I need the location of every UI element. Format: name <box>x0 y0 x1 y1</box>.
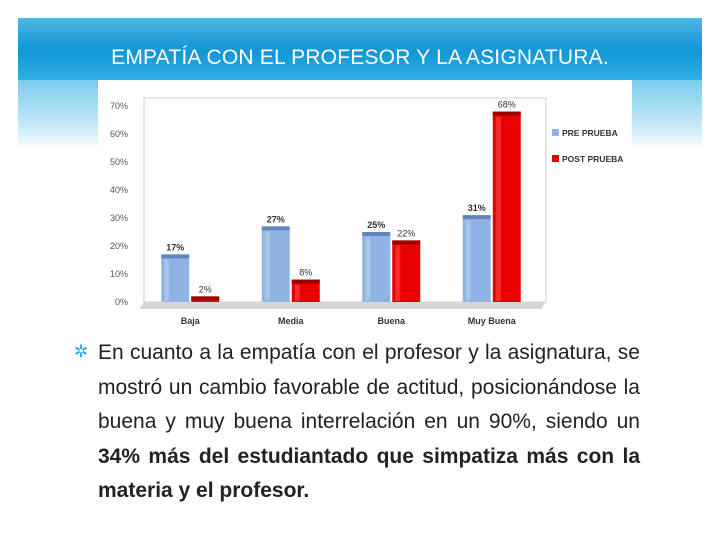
bullet-plain-text: En cuanto a la empatía con el profesor y… <box>98 341 640 433</box>
bullet-paragraph: En cuanto a la empatía con el profesor y… <box>74 336 640 509</box>
y-tick-label: 0% <box>115 297 128 307</box>
legend-label: POST PRUEBA <box>562 154 623 164</box>
bar-highlight <box>264 231 270 301</box>
x-category-label: Muy Buena <box>468 316 517 326</box>
x-category-label: Media <box>278 316 305 326</box>
title-shine <box>18 18 702 44</box>
data-label: 17% <box>166 242 184 252</box>
y-tick-label: 10% <box>110 269 128 279</box>
bar-top-cap <box>261 226 290 231</box>
bullet-body: En cuanto a la empatía con el profesor y… <box>74 336 640 509</box>
bar-top-cap <box>462 215 491 220</box>
data-label: 22% <box>397 228 415 238</box>
bar-highlight <box>365 237 371 301</box>
bar-chart: 0% 10% 20% 30% 40% 50% 60% 70% Baja 17% 2% Media 27%… <box>98 80 632 330</box>
y-tick-label: 20% <box>110 241 128 251</box>
data-label: 68% <box>498 100 516 110</box>
y-tick-label: 60% <box>110 129 128 139</box>
chart-floor <box>140 302 546 308</box>
bar-top-cap <box>492 111 521 116</box>
x-category-label: Baja <box>181 316 201 326</box>
y-tick-label: 40% <box>110 185 128 195</box>
bar-highlight <box>465 220 471 301</box>
bar-highlight <box>164 259 170 301</box>
bar-top-cap <box>362 232 391 236</box>
bar-top-cap <box>392 240 421 245</box>
star-icon: ✲ <box>74 342 89 361</box>
bar-highlight <box>294 284 300 301</box>
bar-top-cap <box>291 279 320 284</box>
data-label: 2% <box>199 284 212 294</box>
legend-label: PRE PRUEBA <box>562 128 618 138</box>
y-tick-label: 50% <box>110 157 128 167</box>
y-tick-label: 70% <box>110 101 128 111</box>
bullet-bold-text: 34% más del estudiantado que simpatiza m… <box>98 444 640 503</box>
data-label: 27% <box>267 214 285 224</box>
title-band: EMPATÍA CON EL PROFESOR Y LA ASIGNATURA. <box>18 18 702 80</box>
bar-top-cap <box>161 254 190 259</box>
bar-highlight <box>395 245 401 301</box>
x-category-label: Buena <box>377 316 406 326</box>
bar-chart-svg: 0% 10% 20% 30% 40% 50% 60% 70% Baja 17% 2% Media 27%… <box>110 97 623 326</box>
data-label: 31% <box>468 203 486 213</box>
right-gradient-band <box>632 80 702 150</box>
slide-title: EMPATÍA CON EL PROFESOR Y LA ASIGNATURA. <box>111 46 609 69</box>
y-tick-label: 30% <box>110 213 128 223</box>
left-gradient-band <box>18 80 98 150</box>
legend-swatch <box>552 129 559 136</box>
bar-top-cap <box>191 296 220 301</box>
data-label: 25% <box>367 220 385 230</box>
bar-highlight <box>495 116 501 301</box>
legend-swatch <box>552 155 559 162</box>
data-label: 8% <box>299 268 312 278</box>
